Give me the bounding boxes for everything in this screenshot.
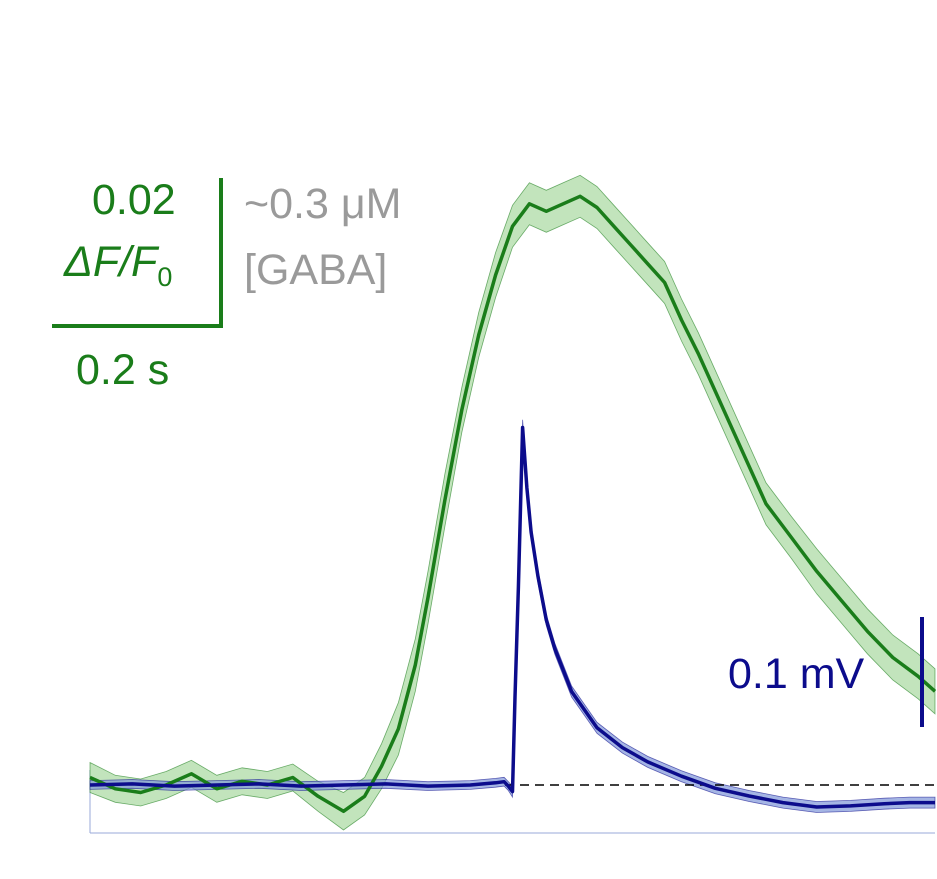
scale-bars <box>52 178 924 727</box>
df-scale-label-sub: 0 <box>157 262 173 292</box>
voltage-error-band <box>89 419 936 813</box>
gaba-concentration: ~0.3 μM <box>244 180 402 228</box>
fluorescence-mean-trace <box>89 194 937 814</box>
df-scale-value: 0.02 <box>92 176 176 224</box>
trace-lines <box>89 194 937 814</box>
gaba-label: [GABA] <box>244 246 388 294</box>
time-scale-label: 0.2 s <box>76 346 170 394</box>
voltage-scale-label: 0.1 mV <box>728 650 865 698</box>
df-scale-label-main: ΔF/F <box>64 238 158 286</box>
df-scale-label: ΔF/F0 <box>64 238 172 293</box>
voltage-mean-trace <box>89 425 935 809</box>
